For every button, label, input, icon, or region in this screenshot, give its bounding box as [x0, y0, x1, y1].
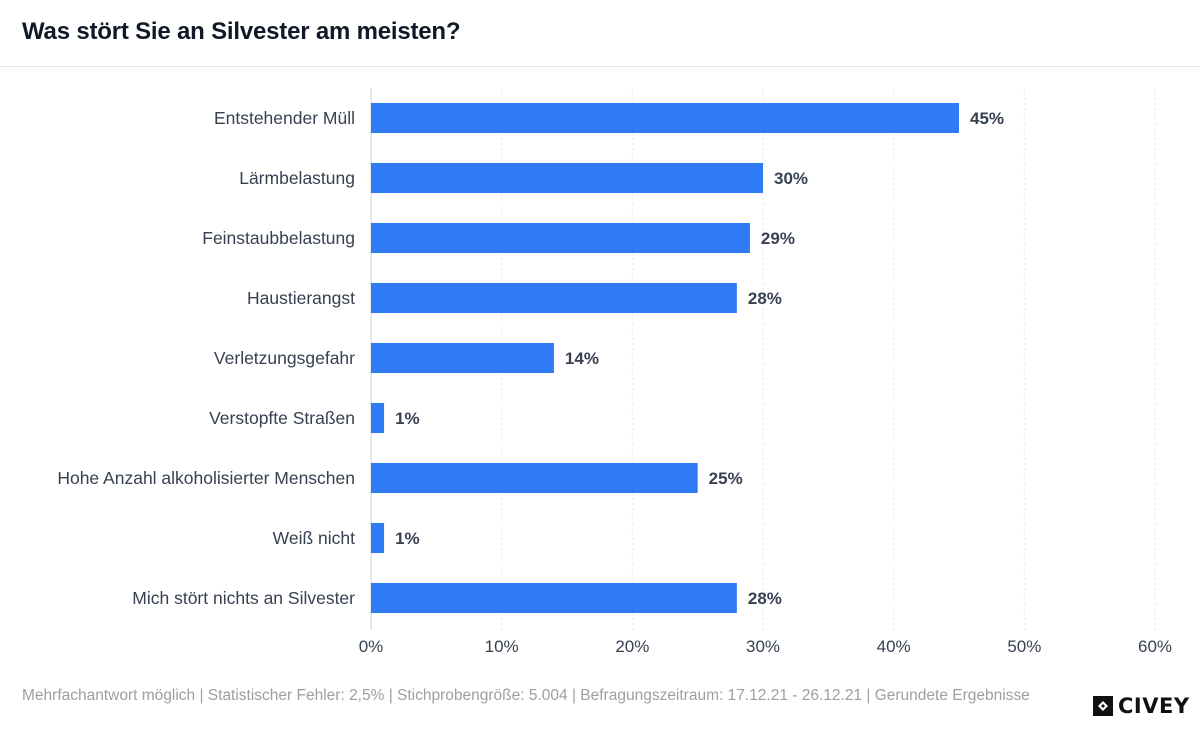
category-label: Mich stört nichts an Silvester: [132, 588, 355, 608]
header-divider: [0, 66, 1200, 67]
category-label: Entstehender Müll: [214, 108, 355, 128]
category-label: Verstopfte Straßen: [209, 408, 355, 428]
category-label: Haustierangst: [247, 288, 355, 308]
bar: [371, 223, 750, 253]
value-label: 1%: [395, 409, 420, 428]
bar: [371, 583, 737, 613]
bar-chart: 0% 10% 20% 30% 40% 50% 60% Entstehender Müll 45%…: [57, 88, 1172, 656]
value-label: 45%: [970, 109, 1004, 128]
footer-note: Mehrfachantwort möglich | Statistischer …: [22, 687, 1030, 704]
civey-logo-text: CIVEY: [1118, 694, 1190, 718]
value-label: 14%: [565, 349, 599, 368]
bar: [371, 343, 554, 373]
bar: [371, 283, 737, 313]
bar: [371, 103, 959, 133]
x-tick-label: 20%: [615, 637, 649, 656]
bar: [371, 403, 385, 433]
chart-title: Was stört Sie an Silvester am meisten?: [22, 18, 461, 45]
value-label: 28%: [748, 589, 782, 608]
value-label: 25%: [709, 469, 743, 488]
x-tick-label: 30%: [746, 637, 780, 656]
category-label: Feinstaubbelastung: [202, 228, 355, 248]
category-label: Lärmbelastung: [239, 168, 355, 188]
value-label: 29%: [761, 229, 795, 248]
value-label: 28%: [748, 289, 782, 308]
x-tick-label: 60%: [1138, 637, 1172, 656]
civey-logo: CIVEY: [1092, 694, 1190, 718]
bar: [371, 523, 385, 553]
civey-logo-icon: [1093, 696, 1113, 716]
category-label: Hohe Anzahl alkoholisierter Menschen: [57, 468, 355, 488]
x-tick-label: 50%: [1007, 637, 1041, 656]
category-label: Weiß nicht: [273, 528, 355, 548]
category-label: Verletzungsgefahr: [214, 348, 355, 368]
x-tick-label: 40%: [877, 637, 911, 656]
value-label: 1%: [395, 529, 420, 548]
x-tick-label: 0%: [359, 637, 384, 656]
bar: [371, 163, 763, 193]
value-label: 30%: [774, 169, 808, 188]
x-tick-label: 10%: [485, 637, 519, 656]
bar: [371, 463, 698, 493]
